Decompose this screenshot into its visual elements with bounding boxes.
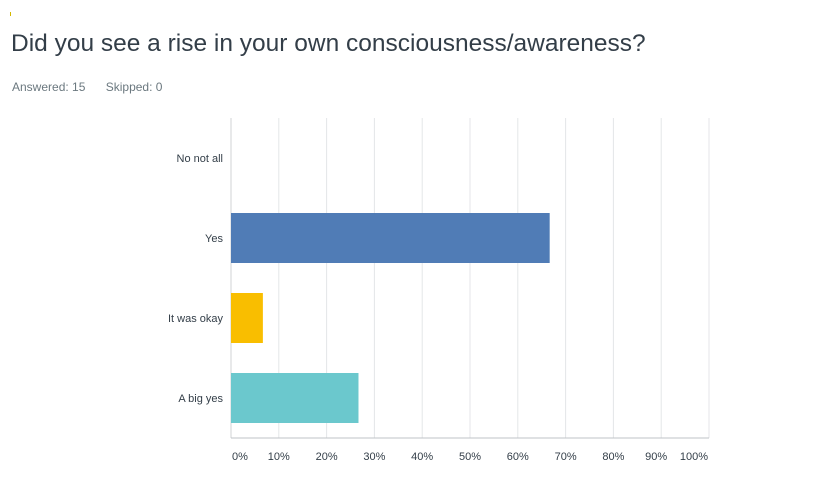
x-tick-label: 90% bbox=[645, 451, 667, 463]
x-tick-label: 40% bbox=[411, 451, 433, 463]
x-tick-label: 20% bbox=[316, 451, 338, 463]
x-tick-label: 10% bbox=[268, 451, 290, 463]
top-left-marker bbox=[10, 12, 11, 16]
category-label: Yes bbox=[205, 233, 223, 245]
category-label: A big yes bbox=[178, 393, 223, 405]
bar bbox=[231, 373, 359, 423]
x-tick-label: 30% bbox=[363, 451, 385, 463]
x-tick-label: 0% bbox=[232, 451, 248, 463]
x-tick-label: 60% bbox=[507, 451, 529, 463]
answered-count: Answered: 15 bbox=[12, 80, 86, 94]
bar bbox=[231, 213, 550, 263]
bar bbox=[231, 293, 263, 343]
response-stats: Answered: 15 Skipped: 0 bbox=[12, 80, 179, 94]
question-title: Did you see a rise in your own conscious… bbox=[11, 30, 646, 57]
x-tick-label: 50% bbox=[459, 451, 481, 463]
x-tick-label: 70% bbox=[555, 451, 577, 463]
x-tick-label: 80% bbox=[602, 451, 624, 463]
category-label: It was okay bbox=[168, 313, 224, 325]
category-label: No not all bbox=[177, 153, 223, 165]
skipped-count: Skipped: 0 bbox=[105, 80, 163, 94]
x-tick-label: 100% bbox=[680, 451, 708, 463]
